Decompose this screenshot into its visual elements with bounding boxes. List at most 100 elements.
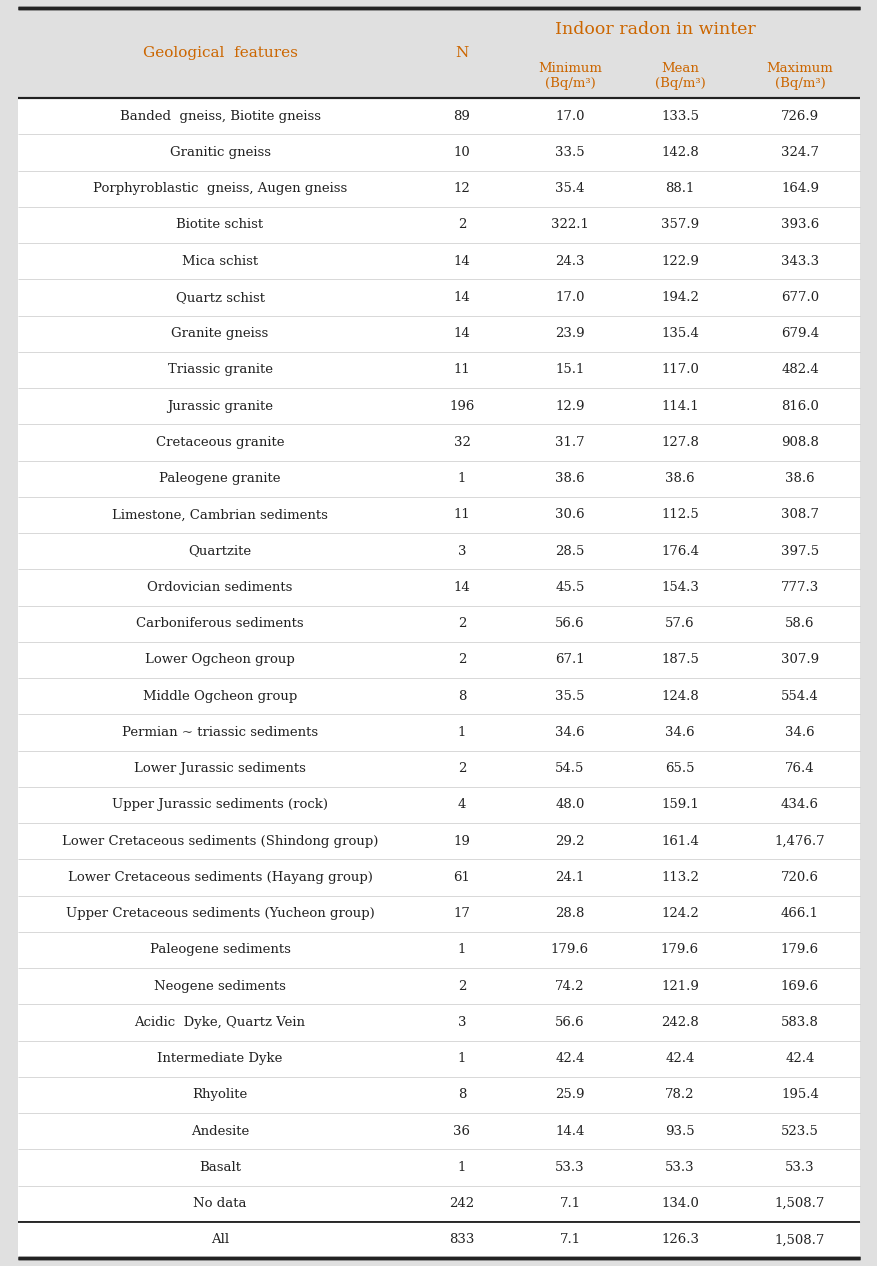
Text: 194.2: 194.2	[660, 291, 698, 304]
Text: 17.0: 17.0	[554, 110, 584, 123]
Text: 195.4: 195.4	[781, 1089, 818, 1101]
Text: 154.3: 154.3	[660, 581, 698, 594]
Text: 2: 2	[457, 653, 466, 666]
Bar	[18, 895, 859, 932]
Text: 482.4: 482.4	[781, 363, 818, 376]
Text: 12.9: 12.9	[554, 400, 584, 413]
Text: 677.0: 677.0	[780, 291, 818, 304]
Text: 38.6: 38.6	[784, 472, 814, 485]
Bar	[18, 1185, 859, 1222]
Bar	[18, 823, 859, 860]
Text: 4: 4	[457, 799, 466, 812]
Text: 726.9: 726.9	[780, 110, 818, 123]
Text: 142.8: 142.8	[660, 146, 698, 158]
Text: 15.1: 15.1	[554, 363, 584, 376]
Text: 28.8: 28.8	[554, 908, 584, 920]
Text: Andesite: Andesite	[190, 1124, 249, 1138]
Text: 121.9: 121.9	[660, 980, 698, 993]
Bar	[18, 315, 859, 352]
Text: 908.8: 908.8	[781, 436, 818, 449]
Text: 307.9: 307.9	[780, 653, 818, 666]
Text: 10: 10	[453, 146, 470, 158]
Text: 3: 3	[457, 544, 466, 557]
Text: 42.4: 42.4	[784, 1052, 814, 1065]
Text: N: N	[455, 46, 468, 60]
Text: Mean
(Bq/m³): Mean (Bq/m³)	[654, 62, 704, 90]
Text: 134.0: 134.0	[660, 1198, 698, 1210]
Text: 30.6: 30.6	[554, 509, 584, 522]
Text: 38.6: 38.6	[665, 472, 694, 485]
Text: 2: 2	[457, 980, 466, 993]
Text: 179.6: 179.6	[550, 943, 588, 956]
Text: 14: 14	[453, 254, 470, 267]
Text: Ordovician sediments: Ordovician sediments	[147, 581, 292, 594]
Text: 33.5: 33.5	[554, 146, 584, 158]
Text: 343.3: 343.3	[780, 254, 818, 267]
Bar	[18, 968, 859, 1004]
Text: 124.8: 124.8	[660, 690, 698, 703]
Text: 720.6: 720.6	[781, 871, 818, 884]
Text: Quartzite: Quartzite	[189, 544, 252, 557]
Text: 114.1: 114.1	[660, 400, 698, 413]
Text: 12: 12	[453, 182, 470, 195]
Bar	[18, 533, 859, 570]
Text: 17.0: 17.0	[554, 291, 584, 304]
Bar	[18, 280, 859, 315]
Text: 397.5: 397.5	[780, 544, 818, 557]
Text: 3: 3	[457, 1015, 466, 1029]
Text: 2: 2	[457, 617, 466, 630]
Text: 169.6: 169.6	[780, 980, 818, 993]
Text: 833: 833	[449, 1233, 474, 1246]
Text: 179.6: 179.6	[780, 943, 818, 956]
Text: 1: 1	[457, 472, 466, 485]
Text: 88.1: 88.1	[665, 182, 694, 195]
Text: 53.3: 53.3	[784, 1161, 814, 1174]
Text: 48.0: 48.0	[554, 799, 584, 812]
Text: Quartz schist: Quartz schist	[175, 291, 264, 304]
Text: 1: 1	[457, 943, 466, 956]
Text: Rhyolite: Rhyolite	[192, 1089, 247, 1101]
Text: 53.3: 53.3	[554, 1161, 584, 1174]
Text: 393.6: 393.6	[780, 218, 818, 232]
Text: 42.4: 42.4	[665, 1052, 694, 1065]
Text: Permian ~ triassic sediments: Permian ~ triassic sediments	[122, 725, 317, 739]
Text: Banded  gneiss, Biotite gneiss: Banded gneiss, Biotite gneiss	[119, 110, 320, 123]
Text: Maximum
(Bq/m³): Maximum (Bq/m³)	[766, 62, 832, 90]
Text: 523.5: 523.5	[781, 1124, 818, 1138]
Text: No data: No data	[193, 1198, 246, 1210]
Text: 42.4: 42.4	[554, 1052, 584, 1065]
Text: 14: 14	[453, 327, 470, 341]
Text: Granitic gneiss: Granitic gneiss	[169, 146, 270, 158]
Text: 78.2: 78.2	[665, 1089, 694, 1101]
Text: 308.7: 308.7	[781, 509, 818, 522]
Text: 112.5: 112.5	[660, 509, 698, 522]
Bar	[18, 860, 859, 895]
Text: 7.1: 7.1	[559, 1233, 580, 1246]
Text: 34.6: 34.6	[554, 725, 584, 739]
Bar	[18, 679, 859, 714]
Bar	[18, 1077, 859, 1113]
Text: 35.4: 35.4	[554, 182, 584, 195]
Text: Lower Cretaceous sediments (Hayang group): Lower Cretaceous sediments (Hayang group…	[68, 871, 372, 884]
Text: 14: 14	[453, 291, 470, 304]
Text: 25.9: 25.9	[554, 1089, 584, 1101]
Bar	[18, 496, 859, 533]
Text: 124.2: 124.2	[660, 908, 698, 920]
Text: 67.1: 67.1	[554, 653, 584, 666]
Text: 196: 196	[449, 400, 474, 413]
Text: Acidic  Dyke, Quartz Vein: Acidic Dyke, Quartz Vein	[134, 1015, 305, 1029]
Text: 1: 1	[457, 1052, 466, 1065]
Text: 54.5: 54.5	[554, 762, 584, 775]
Text: 1: 1	[457, 725, 466, 739]
Text: 1,508.7: 1,508.7	[774, 1198, 824, 1210]
Bar	[18, 387, 859, 424]
Text: Minimum
(Bq/m³): Minimum (Bq/m³)	[538, 62, 602, 90]
Text: 14: 14	[453, 581, 470, 594]
Text: Upper Jurassic sediments (rock): Upper Jurassic sediments (rock)	[112, 799, 328, 812]
Text: 434.6: 434.6	[781, 799, 818, 812]
Bar	[18, 424, 859, 461]
Bar	[18, 605, 859, 642]
Text: 24.3: 24.3	[554, 254, 584, 267]
Text: 53.3: 53.3	[665, 1161, 694, 1174]
Bar	[18, 932, 859, 968]
